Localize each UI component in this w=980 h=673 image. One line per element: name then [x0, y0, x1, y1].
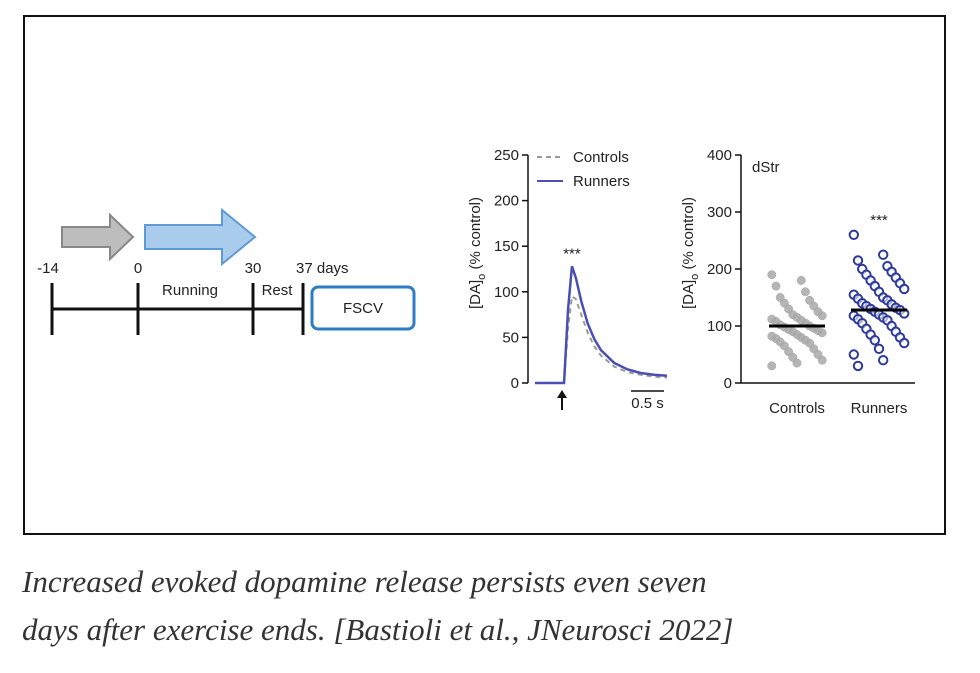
data-point: [800, 287, 810, 297]
y-axis-label: [DA]o (% control): [680, 197, 701, 309]
y-axis-label: [DA]o (% control): [467, 197, 488, 309]
x-tick-label: Controls: [769, 400, 825, 417]
y-tick-label: 100: [494, 284, 519, 301]
phase-label: Rest: [262, 282, 294, 299]
y-label-part: [DA]: [680, 280, 697, 309]
y-tick-label: 150: [494, 238, 519, 255]
data-point: [767, 270, 777, 280]
y-tick-label: 250: [494, 147, 519, 164]
fscv-box: [310, 285, 416, 331]
data-point: [852, 255, 864, 266]
arrow-gray: [61, 212, 135, 262]
figure-frame: [23, 15, 946, 535]
arrow-blue: [144, 207, 257, 267]
data-point: [848, 349, 859, 360]
data-point: [817, 311, 827, 321]
timeline: -14 0 30 37 days Running Rest FSCV: [37, 207, 416, 335]
timeline-label: 37 days: [296, 260, 349, 277]
data-point: [767, 361, 777, 371]
timeline-label: 30: [245, 260, 262, 277]
data-point: [817, 355, 827, 365]
y-tick-label: 200: [707, 261, 732, 278]
caption: days after exercise ends. [Bastioli et a…: [22, 612, 733, 647]
data-point: [817, 328, 827, 338]
data-point: [878, 249, 889, 260]
scale-bar-label: 0.5 s: [631, 395, 664, 412]
fscv-label: FSCV: [343, 300, 383, 317]
y-label-part: (% control): [467, 197, 484, 274]
y-tick-label: 0: [511, 375, 519, 392]
y-tick-label: 100: [707, 318, 732, 335]
data-point: [848, 229, 859, 241]
y-label-sub: o: [689, 274, 701, 280]
timeline-label: 0: [134, 260, 142, 277]
y-label-sub: o: [476, 274, 488, 280]
chart-title: dStr: [752, 159, 780, 176]
data-point: [796, 275, 806, 285]
caption: Increased evoked dopamine release persis…: [21, 564, 707, 599]
significance: ***: [870, 212, 888, 229]
y-tick-label: 200: [494, 193, 519, 210]
data-point: [899, 283, 910, 295]
data-point: [873, 343, 885, 354]
y-tick-label: 0: [724, 375, 732, 392]
data-point: [852, 360, 864, 372]
stim-arrow-head: [557, 390, 567, 398]
data-point: [792, 358, 802, 368]
significance: ***: [563, 245, 581, 262]
data-point: [869, 335, 880, 346]
legend-label: Controls: [573, 149, 629, 166]
phase-label: Running: [162, 282, 218, 299]
timeline-label: -14: [37, 260, 59, 277]
x-tick-label: Runners: [851, 400, 908, 417]
y-tick-label: 300: [707, 204, 732, 221]
y-tick-label: 50: [502, 329, 519, 346]
series-line: [535, 265, 668, 385]
data-point: [899, 337, 910, 349]
y-tick-label: 400: [707, 147, 732, 164]
data-point: [771, 281, 781, 291]
legend-label: Runners: [573, 173, 630, 190]
y-label-part: [DA]: [467, 280, 484, 309]
data-point: [878, 355, 889, 366]
y-label-part: (% control): [680, 197, 697, 274]
